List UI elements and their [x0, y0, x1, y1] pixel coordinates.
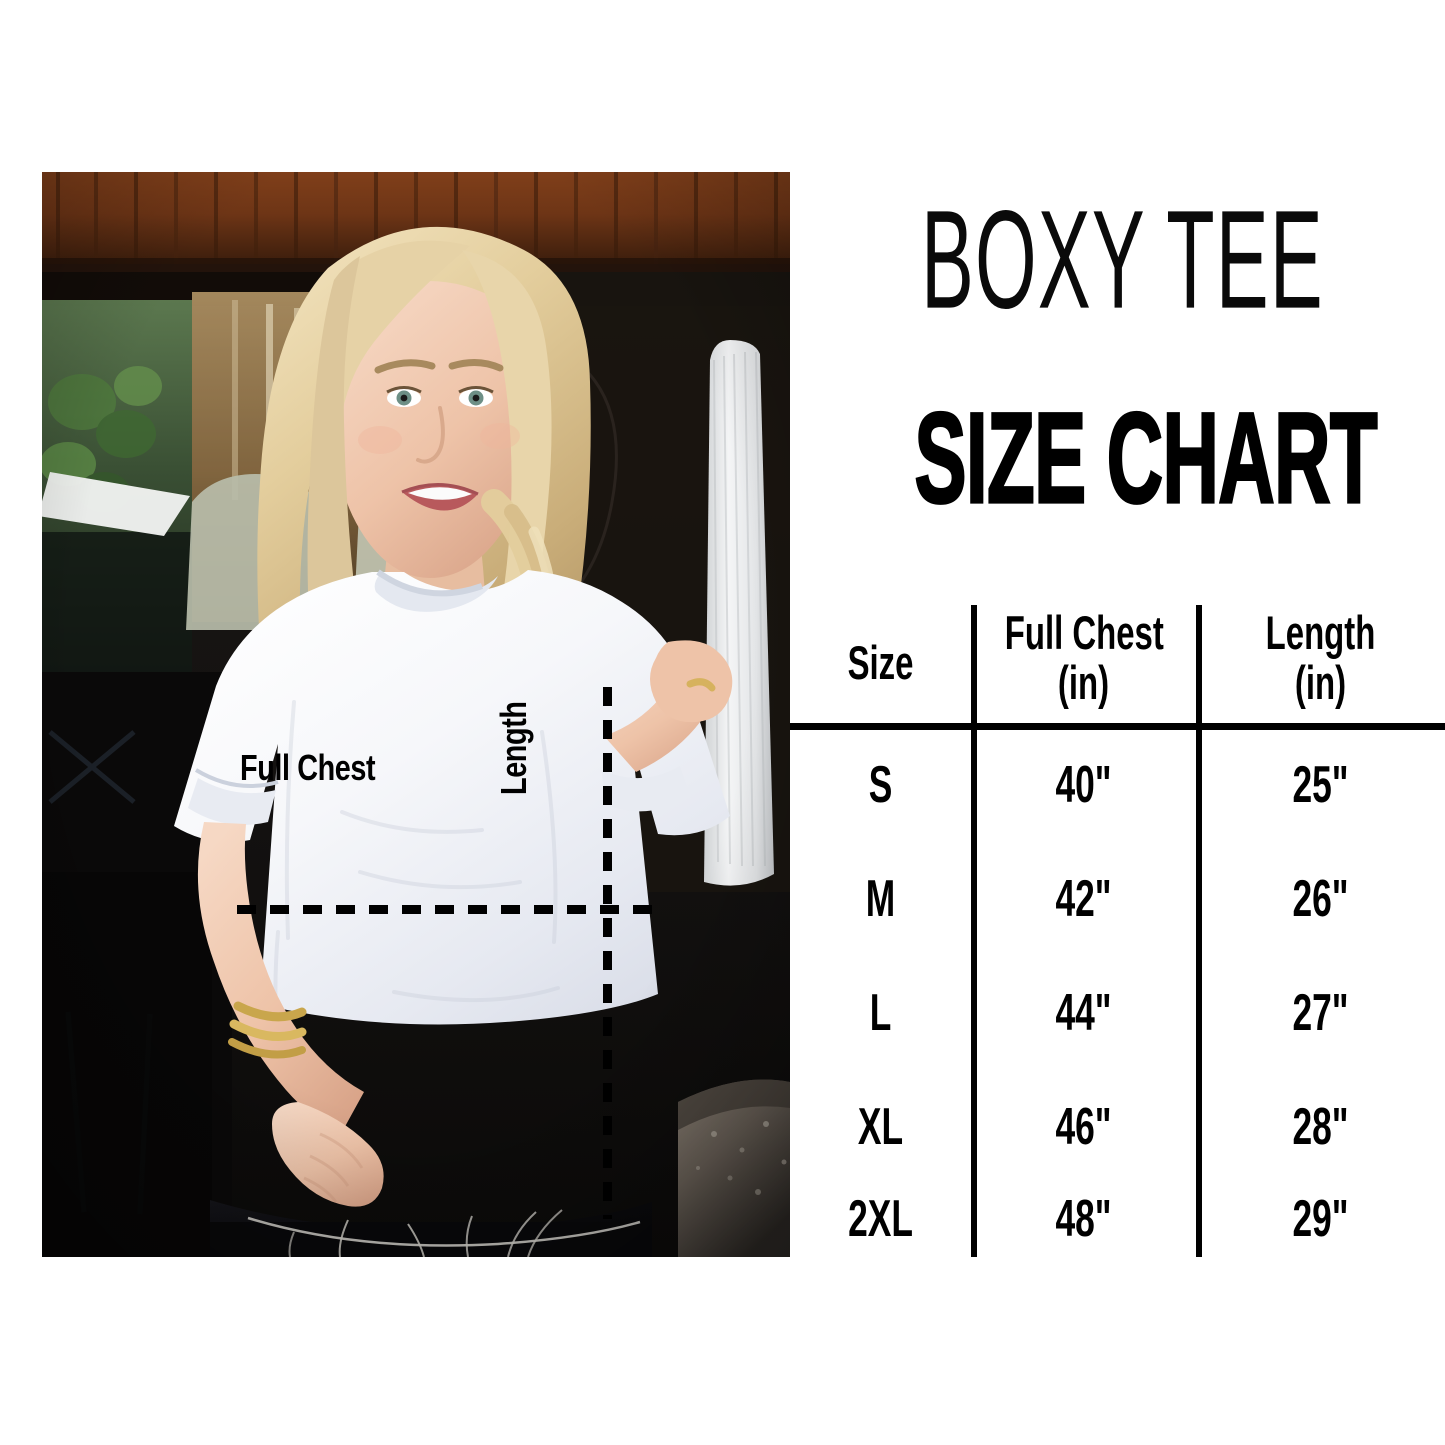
column-divider-2 — [1196, 605, 1202, 1257]
column-header-length-line1: Length — [1265, 606, 1376, 659]
column-header-full-chest-line1: Full Chest — [1004, 606, 1164, 659]
column-header-full-chest: Full Chest (in) — [1004, 606, 1164, 709]
column-header-length-line2: (in) — [1294, 655, 1347, 709]
table-row-full-chest: 40" — [1055, 756, 1112, 814]
column-header-full-chest-line2: (in) — [1057, 655, 1110, 709]
length-guide-line — [603, 687, 612, 1219]
table-row-length: 25" — [1292, 756, 1349, 814]
column-header-length: Length (in) — [1233, 608, 1407, 708]
column-header-size-line1: Size — [847, 636, 914, 689]
full-chest-label: Full Chest — [240, 747, 376, 788]
column-divider-1 — [971, 605, 977, 1257]
column-header-size: Size — [817, 638, 944, 688]
chart-heading: SIZE CHART — [914, 385, 1379, 530]
table-row-length: 28" — [1292, 1098, 1349, 1156]
table-row-full-chest: 48" — [1055, 1190, 1112, 1248]
table-row-full-chest: 44" — [1055, 984, 1112, 1042]
page-title: BOXY TEE — [921, 181, 1324, 338]
table-row-size: L — [869, 984, 892, 1042]
product-photo-image — [42, 172, 790, 1257]
table-row-length: 26" — [1292, 870, 1349, 928]
table-row-size: 2XL — [848, 1190, 913, 1248]
size-chart-panel: BOXY TEE SIZE CHART Size Full Chest (in)… — [790, 0, 1445, 1445]
full-chest-guide-line — [237, 905, 661, 914]
table-row-size: M — [865, 870, 896, 928]
table-row-length: 29" — [1292, 1190, 1349, 1248]
table-row-size: XL — [857, 1098, 904, 1156]
table-row-full-chest: 42" — [1055, 870, 1112, 928]
product-photo — [42, 172, 790, 1257]
table-row-length: 27" — [1292, 984, 1349, 1042]
header-divider — [790, 723, 1445, 730]
table-row-size: S — [868, 756, 893, 814]
length-label: Length — [493, 701, 534, 795]
table-row-full-chest: 46" — [1055, 1098, 1112, 1156]
size-table: Size Full Chest (in) Length (in) S 40" 2… — [790, 600, 1445, 1260]
